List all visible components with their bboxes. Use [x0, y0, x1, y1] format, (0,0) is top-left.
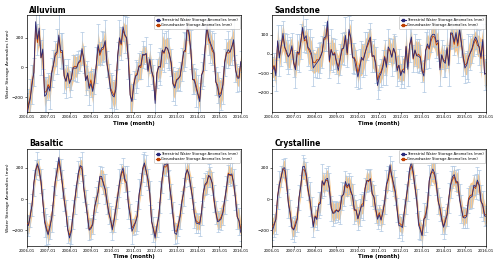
Legend: Terrestrial Water Storage Anomalies (mm), Groundwater Storage Anomalies (mm): Terrestrial Water Storage Anomalies (mm)… [154, 16, 240, 29]
Legend: Terrestrial Water Storage Anomalies (mm), Groundwater Storage Anomalies (mm): Terrestrial Water Storage Anomalies (mm)… [400, 150, 485, 163]
Text: Sandstone: Sandstone [274, 6, 320, 15]
Legend: Terrestrial Water Storage Anomalies (mm), Groundwater Storage Anomalies (mm): Terrestrial Water Storage Anomalies (mm)… [400, 16, 485, 29]
Text: Basaltic: Basaltic [29, 139, 63, 148]
Y-axis label: Water Storage Anomalies (mm): Water Storage Anomalies (mm) [6, 163, 10, 232]
Y-axis label: Water Storage Anomalies (mm): Water Storage Anomalies (mm) [6, 29, 10, 98]
Text: Crystalline: Crystalline [274, 139, 321, 148]
Legend: Terrestrial Water Storage Anomalies (mm), Groundwater Storage Anomalies (mm): Terrestrial Water Storage Anomalies (mm)… [154, 150, 240, 163]
X-axis label: Time (month): Time (month) [358, 254, 400, 259]
X-axis label: Time (month): Time (month) [113, 121, 154, 126]
X-axis label: Time (month): Time (month) [113, 254, 154, 259]
Text: Alluvium: Alluvium [29, 6, 66, 15]
X-axis label: Time (month): Time (month) [358, 121, 400, 126]
